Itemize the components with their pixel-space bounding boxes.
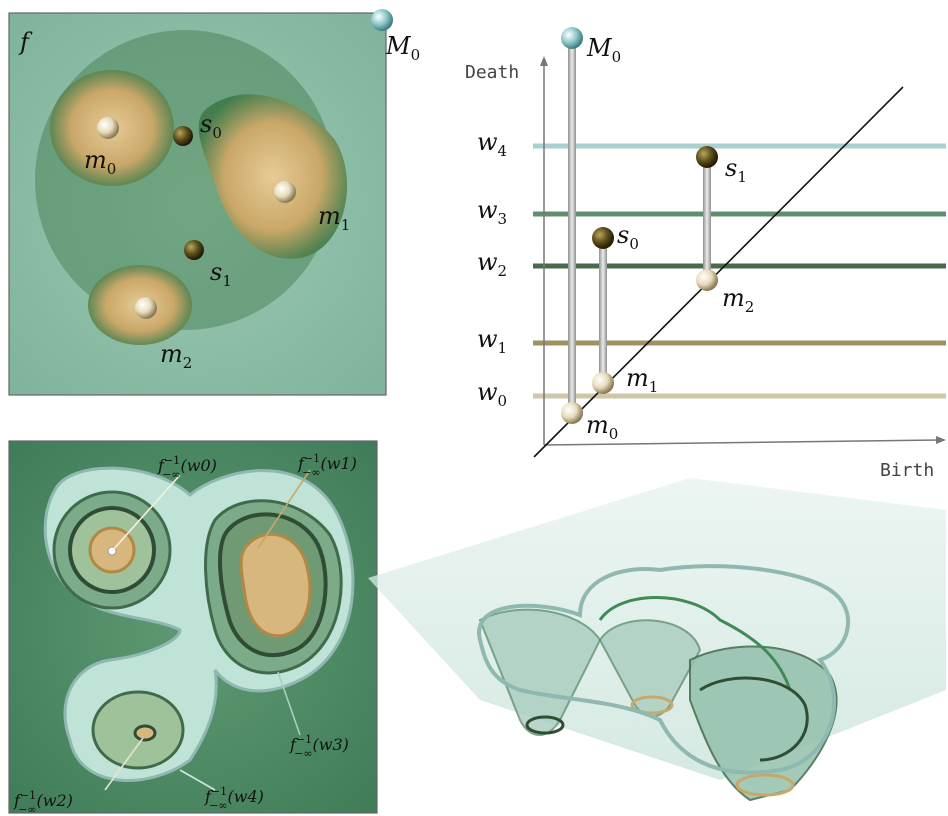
level-label-w2: w2	[477, 248, 507, 280]
diagonal	[533, 86, 904, 458]
preimage-label-w1: f−1 −∞(w1)	[297, 452, 357, 479]
pillar-m2-s1	[703, 158, 711, 280]
y-axis-label: Death	[465, 62, 519, 83]
pd-sphere-m2	[696, 269, 718, 291]
sphere-m2	[135, 297, 157, 319]
surface-3d	[368, 478, 946, 802]
pd-sphere-m0	[561, 402, 583, 424]
x-axis-label: Birth	[880, 460, 934, 481]
level-label-w0: w0	[477, 378, 507, 410]
label-s0: s0	[200, 110, 222, 142]
pd-sphere-M0	[561, 27, 583, 49]
leader-w1	[257, 469, 311, 549]
preimage-label-w0: f−1 −∞(w0)	[157, 454, 217, 481]
sublevel-sets-panel: f−1 −∞(w0) f−1 −∞(w1) f−1 −∞(w3) f−1 −∞(w2) …	[8, 440, 378, 816]
pd-label-m2: m2	[722, 284, 754, 316]
level-label-w1: w1	[477, 325, 507, 357]
preimage-label-w4: f−1 −∞(w4)	[204, 785, 264, 812]
x-axis	[543, 439, 941, 446]
sphere-m1	[274, 181, 296, 203]
preimage-label-w3: f−1 −∞(w3)	[289, 733, 349, 760]
pd-sphere-s0	[592, 227, 614, 249]
height-map-panel: f M0 m0 s0 m1 s1 m2	[8, 9, 420, 396]
level-label-w4: w4	[477, 128, 507, 160]
contour-w4	[477, 564, 850, 775]
label-m2: m2	[160, 340, 192, 372]
hill-m1	[198, 94, 348, 259]
label-m1: m1	[318, 202, 350, 234]
pd-label-s0: s0	[617, 221, 639, 253]
sphere-m0	[97, 117, 119, 139]
pd-label-M0: M0	[586, 34, 621, 66]
pd-label-m0: m0	[586, 411, 618, 443]
pd-label-m1: m1	[626, 364, 658, 396]
level-label-w3: w3	[477, 196, 507, 228]
pillar-m1-s0	[599, 238, 607, 384]
pd-label-s1: s1	[725, 154, 747, 186]
persistence-diagram: Death Birth w4 w3 w2 w1 w0 M0 m0 s0 m1 s…	[465, 27, 946, 481]
contour-w2	[699, 676, 809, 762]
funnel-left-ring	[525, 715, 565, 735]
leader-w2	[104, 737, 144, 791]
pillar-m0-M0	[568, 40, 576, 414]
label-M0: M0	[385, 32, 420, 64]
leader-w3	[277, 671, 301, 736]
leader-w0	[111, 474, 181, 552]
funnel-right-ring	[735, 773, 795, 797]
contour-w3	[598, 596, 792, 691]
sphere-M0	[371, 9, 393, 31]
preimage-label-w2: f−1 −∞(w2)	[13, 789, 73, 816]
funnel-mid-ring	[630, 695, 674, 715]
region-w2-m2	[133, 724, 157, 742]
pd-sphere-s1	[696, 146, 718, 168]
sphere-s1	[184, 240, 204, 260]
region-w1-m1	[239, 532, 312, 638]
label-m0: m0	[84, 146, 116, 178]
x-axis-arrow	[936, 436, 946, 444]
y-axis-arrow	[540, 56, 548, 66]
leader-w4	[179, 769, 216, 791]
sphere-s0	[173, 126, 193, 146]
label-s1: s1	[210, 258, 232, 290]
pd-sphere-m1	[592, 372, 614, 394]
